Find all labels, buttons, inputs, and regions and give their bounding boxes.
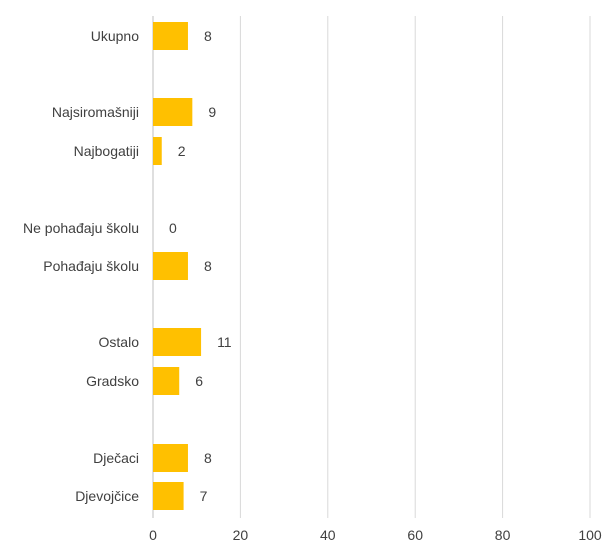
category-label: Ostalo — [99, 334, 140, 350]
bar — [153, 22, 188, 50]
x-axis-tick-labels: 0 20 40 60 80 100 — [149, 527, 602, 542]
category-label: Dječaci — [93, 450, 139, 466]
value-label: 9 — [208, 104, 216, 120]
value-label: 0 — [169, 220, 177, 236]
value-label: 8 — [204, 28, 212, 44]
bar — [153, 252, 188, 280]
category-label: Djevojčice — [75, 488, 139, 504]
x-tick-label: 60 — [407, 527, 423, 542]
x-tick-label: 100 — [578, 527, 602, 542]
category-label: Gradsko — [86, 373, 139, 389]
bar — [153, 137, 162, 165]
bar — [153, 98, 193, 126]
category-label: Ne pohađaju školu — [23, 220, 139, 236]
category-label: Najbogatiji — [74, 143, 139, 159]
category-label: Najsiromašniji — [52, 104, 139, 120]
value-label: 11 — [217, 334, 232, 350]
category-label: Ukupno — [91, 28, 139, 44]
bar — [153, 328, 202, 356]
value-labels: 8 9 2 0 8 11 6 8 7 — [169, 28, 232, 504]
category-label: Pohađaju školu — [43, 258, 139, 274]
bar — [153, 482, 184, 510]
x-tick-label: 80 — [495, 527, 511, 542]
gridlines — [152, 16, 591, 518]
x-tick-label: 0 — [149, 527, 157, 542]
category-labels: Ukupno Najsiromašniji Najbogatiji Ne pohađa… — [23, 28, 139, 504]
bars — [153, 22, 202, 510]
bar — [153, 367, 180, 395]
value-label: 8 — [204, 258, 212, 274]
bar — [153, 444, 188, 472]
value-label: 8 — [204, 450, 212, 466]
value-label: 2 — [178, 143, 186, 159]
x-tick-label: 20 — [233, 527, 249, 542]
value-label: 6 — [195, 373, 203, 389]
value-label: 7 — [200, 488, 208, 504]
x-tick-label: 40 — [320, 527, 336, 542]
